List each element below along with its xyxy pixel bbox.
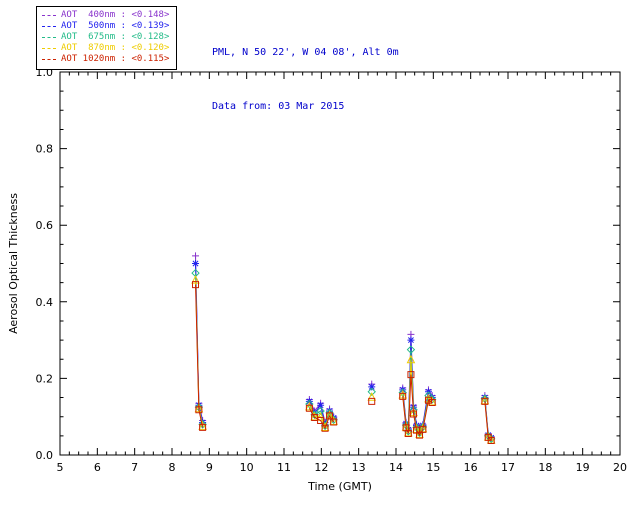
data-point-marker: [325, 410, 334, 419]
x-tick-label: 12: [314, 461, 328, 474]
data-point-marker: [198, 420, 207, 429]
legend-label: AOT 400nm : <0.148>: [61, 10, 170, 20]
x-tick-label: 17: [501, 461, 515, 474]
y-tick-label: 0.0: [36, 449, 54, 462]
legend-label: AOT 870nm : <0.120>: [61, 43, 170, 53]
data-point-marker: [406, 345, 416, 354]
legend-item: AOT 870nm : <0.120>: [42, 43, 169, 54]
data-point-marker: [330, 418, 338, 426]
station-info: PML, N 50 22', W 04 08', Alt 0m Data fro…: [212, 8, 399, 152]
legend-line-sample-icon: [42, 37, 56, 38]
data-point-marker: [316, 406, 325, 416]
x-tick-label: 20: [613, 461, 627, 474]
data-point-marker: [305, 404, 313, 412]
x-tick-label: 9: [206, 461, 213, 474]
data-point-marker: [399, 392, 407, 400]
x-tick-label: 11: [277, 461, 291, 474]
data-point-marker: [317, 417, 325, 425]
x-tick-label: 13: [352, 461, 366, 474]
data-point-marker: [407, 371, 415, 379]
data-point-marker: [407, 336, 415, 344]
data-point-marker: [192, 252, 200, 260]
data-point-marker: [317, 401, 325, 409]
data-point-marker: [329, 416, 338, 425]
data-point-marker: [484, 433, 492, 441]
series-aot-675nm: [191, 268, 496, 444]
y-axis-title: Aerosol Optical Thickness: [7, 193, 20, 334]
data-point-marker: [487, 436, 495, 444]
data-point-marker: [305, 397, 313, 405]
series-aot-500nm: [192, 260, 495, 442]
data-date: Data from: 03 Mar 2015: [212, 101, 345, 112]
data-point-marker: [199, 423, 207, 431]
station-location: PML, N 50 22', W 04 08', Alt 0m: [212, 47, 399, 58]
data-point-marker: [320, 422, 330, 432]
data-point-marker: [192, 281, 200, 289]
x-tick-label: 14: [389, 461, 403, 474]
legend-line-sample-icon: [42, 59, 56, 60]
data-point-marker: [428, 399, 436, 407]
x-tick-label: 16: [464, 461, 478, 474]
data-point-marker: [368, 383, 376, 391]
data-point-marker: [481, 397, 489, 405]
x-tick-label: 15: [426, 461, 440, 474]
data-point-marker: [195, 406, 203, 414]
data-point-marker: [198, 421, 207, 430]
data-point-marker: [191, 274, 200, 284]
legend-item: AOT 1020nm : <0.115>: [42, 54, 169, 65]
legend-line-sample-icon: [42, 26, 56, 27]
legend-line-sample-icon: [42, 48, 56, 49]
series-aot-870nm: [191, 274, 496, 444]
y-tick-label: 0.8: [36, 143, 54, 156]
legend-item: AOT 400nm : <0.148>: [42, 10, 169, 21]
data-point-marker: [305, 399, 314, 409]
legend-label: AOT 1020nm : <0.115>: [61, 54, 170, 64]
y-tick-label: 0.2: [36, 372, 54, 385]
data-point-marker: [367, 387, 376, 397]
legend: AOT 400nm : <0.148> AOT 500nm : <0.139> AO…: [36, 6, 178, 70]
data-point-marker: [310, 411, 319, 421]
legend-line-sample-icon: [42, 15, 56, 16]
y-tick-label: 0.6: [36, 219, 54, 232]
data-point-marker: [424, 396, 432, 404]
data-point-marker: [415, 429, 424, 438]
legend-label: AOT 500nm : <0.139>: [61, 21, 170, 31]
x-tick-label: 8: [169, 461, 176, 474]
series-aot-400nm: [192, 252, 495, 441]
data-point-marker: [419, 425, 427, 433]
x-tick-label: 18: [538, 461, 552, 474]
series-aot-1020nm: [192, 281, 495, 444]
data-point-marker: [404, 430, 412, 438]
data-point-marker: [404, 427, 413, 437]
legend-label: AOT 675nm : <0.128>: [61, 32, 170, 42]
data-point-marker: [321, 424, 329, 432]
x-axis-title: Time (GMT): [307, 480, 372, 493]
legend-item: AOT 675nm : <0.128>: [42, 32, 169, 43]
x-tick-label: 19: [576, 461, 590, 474]
data-point-marker: [368, 397, 376, 405]
x-tick-label: 5: [57, 461, 64, 474]
x-tick-label: 6: [94, 461, 101, 474]
data-point-marker: [410, 410, 418, 418]
legend-item: AOT 500nm : <0.139>: [42, 21, 169, 32]
data-point-marker: [192, 260, 200, 267]
y-tick-label: 0.4: [36, 296, 54, 309]
data-point-marker: [406, 354, 416, 364]
axes: 5 6 7 8 9 10 11 12 13 14 15 16 17 18 19 20 0.0 0.2 0.4 0.6 0…: [7, 66, 627, 493]
data-point-marker: [413, 426, 421, 434]
data-point-marker: [305, 401, 314, 411]
x-tick-label: 10: [240, 461, 254, 474]
data-point-marker: [367, 392, 377, 401]
x-tick-label: 7: [131, 461, 138, 474]
